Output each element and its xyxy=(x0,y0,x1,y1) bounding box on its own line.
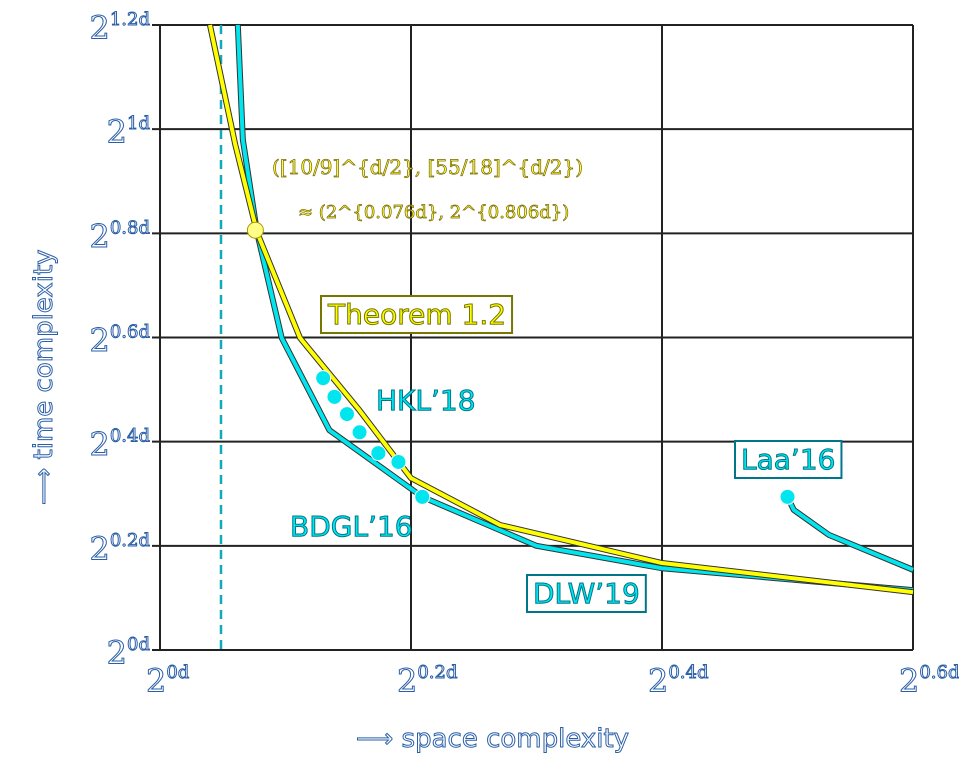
y-tick-label: 21.2d xyxy=(89,9,150,47)
intersection-point xyxy=(246,221,264,239)
y-tick-label: 20.4d xyxy=(89,426,150,464)
x-axis-label: ⟶ space complexity xyxy=(356,724,629,754)
x-tick-label: 20.4d xyxy=(648,662,709,700)
series-outline xyxy=(207,24,914,596)
data-point xyxy=(315,370,332,387)
y-tick-label: 20.8d xyxy=(89,217,150,255)
label-hkl: HKL’18 xyxy=(376,384,476,417)
data-point xyxy=(390,453,407,470)
series-outline xyxy=(784,495,915,573)
label-laa-box xyxy=(734,440,843,479)
data-point xyxy=(414,488,431,505)
y-axis-label: ⟶ time complexity xyxy=(29,249,59,505)
x-tick-label: 20.6d xyxy=(899,662,959,700)
series-line xyxy=(207,24,914,595)
label-theorem: Theorem 1.2 xyxy=(327,298,506,331)
label-theorem-box xyxy=(320,295,514,334)
data-point xyxy=(326,388,343,405)
y-tick-label: 20d xyxy=(107,634,150,672)
label-laa: Laa’16 xyxy=(741,443,835,476)
label-dlw-box xyxy=(526,574,647,613)
y-tick-label: 21d xyxy=(107,113,150,151)
x-tick-label: 20.2d xyxy=(397,662,458,700)
label-dlw: DLW’19 xyxy=(533,577,640,610)
data-point xyxy=(370,445,387,462)
data-point xyxy=(338,406,355,423)
annotation-line1: ([10/9]^{d/2}, [55/18]^{d/2}) xyxy=(272,155,583,179)
y-tick-label: 20.6d xyxy=(89,322,150,360)
data-point xyxy=(351,424,368,441)
series-line xyxy=(235,24,914,593)
y-tick-label: 20.2d xyxy=(89,530,150,568)
x-tick-label: 20d xyxy=(146,662,189,700)
label-bdgl: BDGL’16 xyxy=(290,510,413,543)
data-point xyxy=(779,488,796,505)
annotation-line2: ≈ (2^{0.076d}, 2^{0.806d}) xyxy=(298,202,569,223)
